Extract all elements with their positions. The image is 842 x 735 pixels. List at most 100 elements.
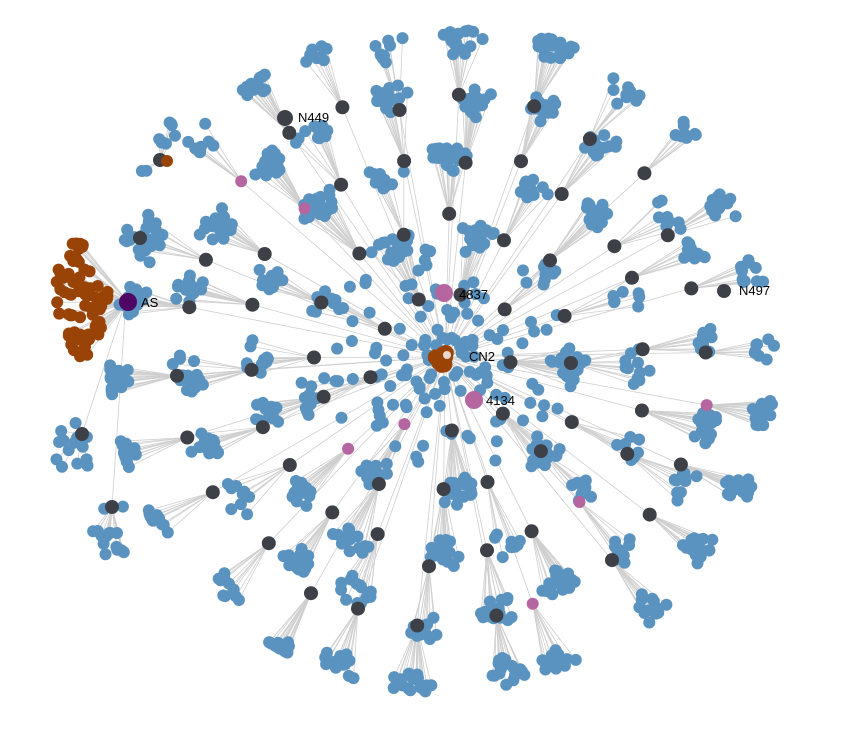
edge	[445, 164, 450, 214]
hub-node	[436, 482, 451, 497]
hub-node	[170, 368, 184, 383]
leaf-node	[380, 457, 393, 470]
edge	[364, 483, 380, 547]
leaf-node	[331, 342, 344, 355]
leaf-node	[532, 383, 545, 396]
leaf-node	[525, 315, 537, 328]
leaf-node	[511, 539, 524, 551]
leaf-node	[170, 292, 183, 305]
leaf-node	[325, 196, 338, 208]
hub-node	[557, 308, 572, 323]
edge	[384, 186, 405, 235]
as-node	[119, 293, 137, 311]
leaf-node	[382, 34, 395, 47]
leaf-node	[253, 71, 266, 84]
edge	[486, 550, 508, 601]
leaf-node	[71, 457, 84, 470]
leaf-node	[427, 611, 440, 624]
leaf-node	[479, 361, 492, 374]
leaf-node	[476, 33, 489, 45]
hub-node	[198, 252, 213, 267]
leaf-node	[414, 310, 427, 323]
leaf-node	[703, 544, 716, 557]
leaf-node	[422, 300, 435, 312]
edge	[111, 299, 127, 508]
highlight-node	[700, 399, 713, 412]
leaf-node	[116, 500, 129, 513]
leaf-node	[161, 526, 174, 539]
leaf-node	[193, 228, 206, 241]
leaf-node	[688, 127, 701, 140]
leaf-node	[433, 534, 446, 547]
edge	[691, 281, 744, 289]
leaf-node	[429, 387, 442, 400]
edge	[444, 162, 466, 358]
edge	[614, 217, 660, 247]
leaf-node	[458, 47, 471, 60]
leaf-node	[318, 372, 331, 385]
edge	[403, 92, 408, 162]
edge	[520, 112, 554, 162]
leaf-node	[598, 129, 611, 142]
edge	[444, 288, 692, 358]
hub-node	[480, 543, 494, 558]
leaf-node	[80, 453, 93, 466]
leaf-node	[447, 48, 460, 61]
leaf-node	[498, 391, 511, 404]
leaf-node	[469, 111, 482, 124]
hub-node	[255, 420, 270, 435]
leaf-node	[674, 222, 687, 235]
edge	[564, 278, 632, 317]
leaf-node	[376, 416, 389, 429]
leaf-node	[295, 376, 308, 389]
leaf-node	[300, 499, 313, 512]
leaf-node	[271, 160, 284, 173]
as-leaf-node	[86, 308, 99, 321]
leaf-node	[343, 545, 356, 558]
leaf-node	[329, 294, 342, 306]
edge	[444, 193, 563, 358]
leaf-node	[638, 607, 651, 619]
leaf-node	[300, 55, 313, 68]
hub-node	[396, 227, 411, 242]
leaf-node	[420, 406, 433, 419]
hub-node	[105, 500, 119, 514]
leaf-node	[553, 577, 566, 590]
hub-node	[370, 527, 385, 542]
hub-node	[684, 281, 699, 296]
edge	[531, 531, 543, 591]
leaf-node	[551, 402, 564, 415]
edge	[579, 501, 630, 546]
leaf-node	[111, 527, 123, 539]
as-leaf-node	[90, 318, 103, 331]
leaf-node	[397, 165, 410, 178]
leaf-node	[699, 437, 712, 450]
leaf-node	[418, 392, 431, 405]
edge	[371, 251, 419, 300]
hub-node	[503, 355, 518, 370]
leaf-node	[433, 399, 446, 412]
leaf-node	[736, 485, 749, 498]
hub-node-layer	[75, 87, 713, 633]
edge	[270, 592, 312, 644]
small-brown-node	[161, 155, 173, 167]
leaf-node	[444, 535, 456, 548]
leaf-node	[393, 322, 406, 335]
leaf-node	[396, 369, 408, 382]
leaf-node	[345, 335, 358, 347]
as-leaf-node	[66, 237, 79, 250]
edge	[649, 514, 698, 564]
leaf-node	[365, 246, 378, 259]
leaf-node	[272, 636, 284, 649]
leaf-node	[454, 384, 467, 397]
edge	[309, 448, 349, 497]
edge	[252, 304, 446, 358]
leaf-node	[470, 368, 483, 381]
edge	[213, 145, 242, 182]
edge	[250, 346, 315, 358]
leaf-node	[69, 417, 82, 429]
leaf-node	[616, 285, 629, 298]
edge	[487, 481, 518, 546]
highlight-node	[342, 442, 355, 455]
